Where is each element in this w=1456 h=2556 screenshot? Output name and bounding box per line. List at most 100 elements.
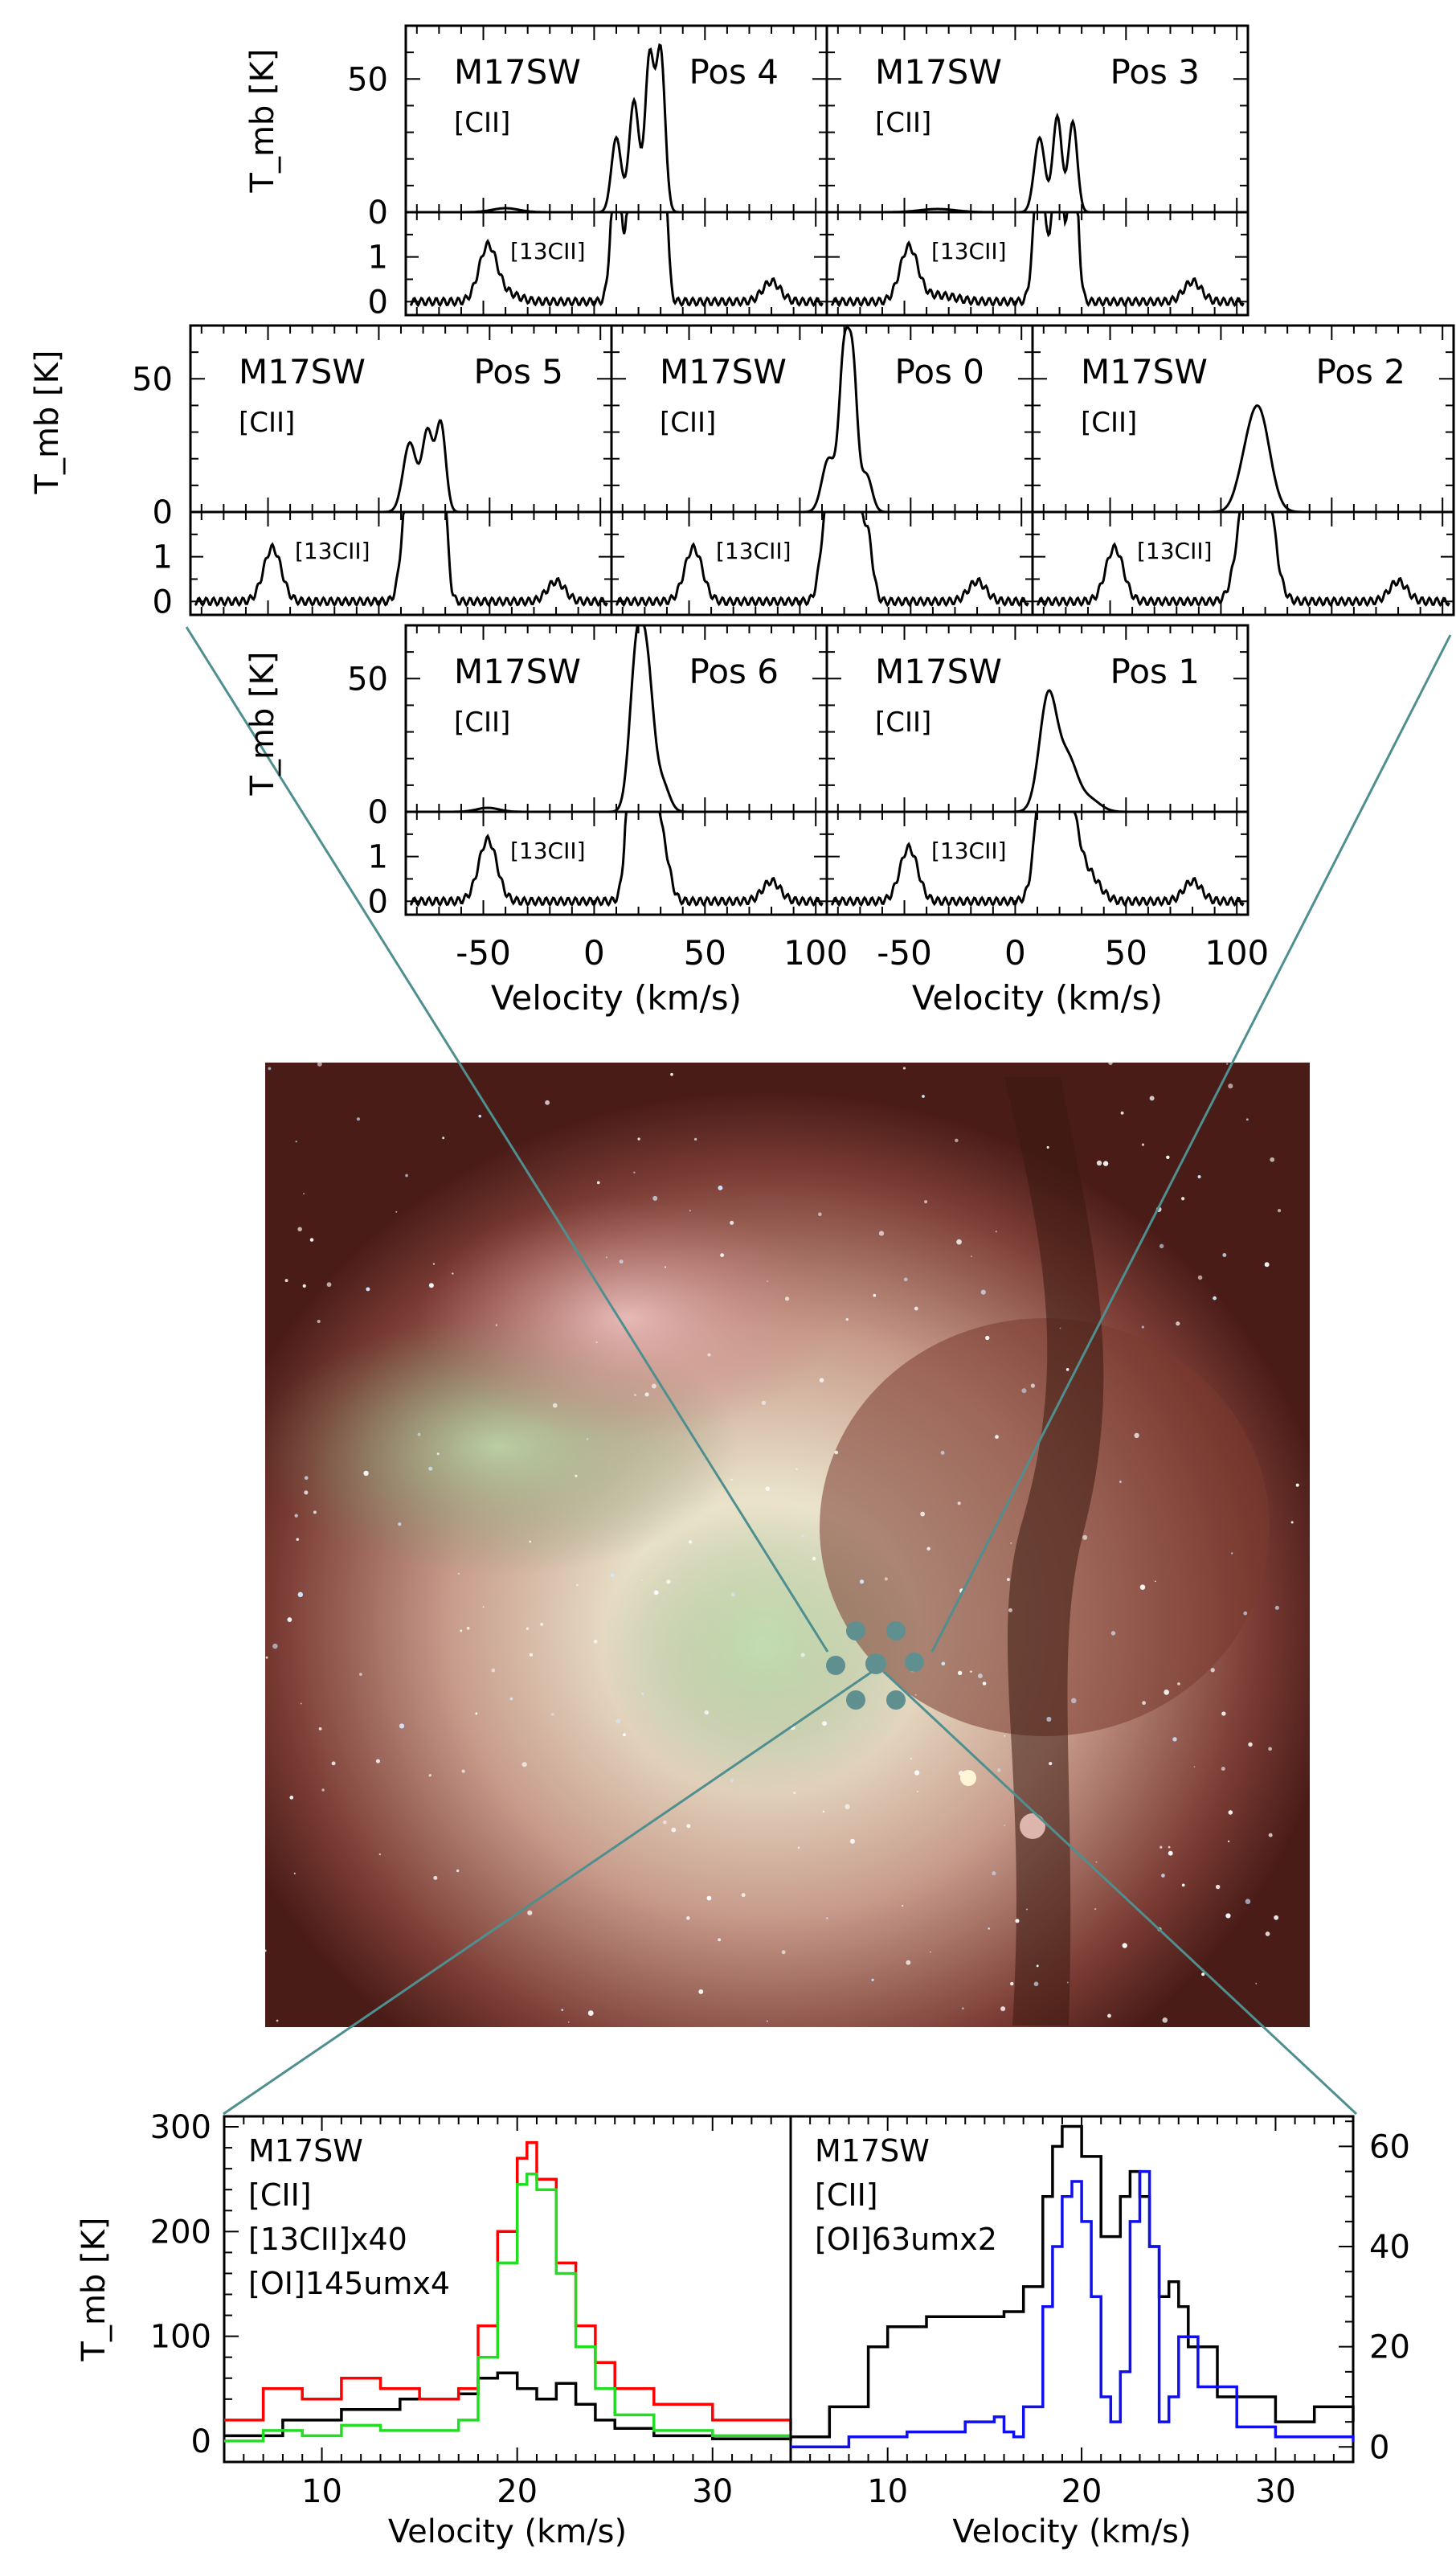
x-tick-label: -50 <box>877 933 932 973</box>
star <box>1197 1174 1201 1179</box>
star <box>545 1100 550 1105</box>
star <box>741 1893 746 1898</box>
star <box>529 1540 532 1543</box>
panel-pos-6: 0 50 0 1 M17SW Pos 6 [CII] [13CII] -50 0 50 100 Velo… <box>347 624 848 1018</box>
star <box>663 1820 667 1825</box>
star <box>924 1200 928 1204</box>
star <box>956 1239 962 1245</box>
star <box>926 1546 930 1551</box>
star <box>1015 1919 1020 1923</box>
x-axis-label: Velocity (km/s) <box>912 978 1163 1018</box>
cii-spectrum <box>410 624 823 813</box>
x-tick-label: 10 <box>301 2473 342 2510</box>
star <box>765 1486 771 1491</box>
source-label: M17SW <box>239 352 366 391</box>
inset-label: [13CII] <box>295 538 370 564</box>
star <box>1071 1698 1077 1704</box>
legend-label: [13CII]x40 <box>248 2222 407 2257</box>
star <box>587 2010 594 2016</box>
star <box>1270 1157 1275 1162</box>
panel-frame <box>789 2115 1355 2464</box>
star <box>321 1788 325 1792</box>
line-label: [CII] <box>875 707 931 739</box>
star <box>304 1490 309 1495</box>
star <box>295 1141 297 1143</box>
star <box>686 1916 690 1920</box>
cii-spectrum <box>1037 404 1450 514</box>
star <box>1248 1742 1253 1747</box>
star <box>694 1137 697 1141</box>
star <box>902 1067 906 1070</box>
star <box>561 2009 564 2011</box>
star <box>1141 1143 1145 1146</box>
y-tick-label: 50 <box>132 361 173 398</box>
y-tick-label: 0 <box>153 584 173 621</box>
star <box>652 1195 658 1201</box>
star <box>1139 1584 1146 1590</box>
star <box>521 1762 527 1767</box>
star <box>287 1617 292 1622</box>
star <box>1033 1981 1039 1987</box>
star <box>1021 1388 1027 1394</box>
line-label: [CII] <box>875 107 931 139</box>
star <box>917 1791 918 1792</box>
star <box>1166 1155 1170 1159</box>
13cii-spectrum <box>409 810 824 907</box>
position-label: Pos 5 <box>474 352 563 391</box>
star <box>1004 1735 1006 1737</box>
star <box>940 1450 945 1455</box>
star <box>784 1296 790 1301</box>
star <box>1120 1111 1124 1115</box>
star <box>1010 1542 1012 1544</box>
x-axis-label: Velocity (km/s) <box>491 978 742 1018</box>
star <box>1161 1873 1165 1878</box>
legend-label: [OI]63umx2 <box>815 2222 997 2257</box>
star <box>436 1452 440 1456</box>
13cii-spectrum <box>615 510 1029 608</box>
star <box>452 1272 454 1275</box>
star <box>1210 1668 1215 1673</box>
star <box>884 1577 888 1581</box>
star <box>1168 1850 1173 1856</box>
star <box>1228 1840 1230 1843</box>
star <box>1082 1534 1088 1540</box>
x-tick-label: 100 <box>783 933 848 973</box>
star <box>914 1770 920 1776</box>
y-tick-label: 0 <box>191 2423 211 2460</box>
star <box>718 1185 723 1190</box>
star <box>1008 1608 1012 1612</box>
star <box>293 1872 296 1874</box>
star <box>992 1871 996 1876</box>
star <box>1141 1325 1144 1329</box>
13cii-spectrum <box>194 510 608 608</box>
y-tick-label: 300 <box>150 2109 211 2146</box>
star <box>575 1474 578 1477</box>
star <box>920 1511 926 1517</box>
panel-pos-2: M17SW Pos 2 [CII] [13CII] <box>1031 324 1455 616</box>
star <box>902 1904 904 1907</box>
star <box>272 1643 278 1649</box>
star <box>1277 1208 1282 1213</box>
star <box>1225 1913 1231 1919</box>
star <box>1215 1884 1221 1890</box>
star <box>849 1838 855 1844</box>
star <box>720 1253 724 1257</box>
source-label: M17SW <box>875 52 1002 92</box>
star <box>689 1210 691 1212</box>
star <box>428 1774 431 1777</box>
star <box>795 1468 798 1471</box>
star <box>366 1287 370 1292</box>
series-line <box>791 2169 1355 2449</box>
star <box>995 1231 997 1233</box>
star <box>428 1283 434 1288</box>
nebula-image <box>265 1063 1310 2027</box>
line-label: [CII] <box>454 707 510 739</box>
star <box>466 1626 470 1630</box>
star <box>1176 1321 1180 1326</box>
star <box>623 1733 626 1737</box>
panel-pos-0: M17SW Pos 0 [CII] [13CII] <box>610 324 1034 616</box>
star <box>982 1681 987 1686</box>
star <box>478 1114 482 1118</box>
star <box>1164 1690 1170 1695</box>
